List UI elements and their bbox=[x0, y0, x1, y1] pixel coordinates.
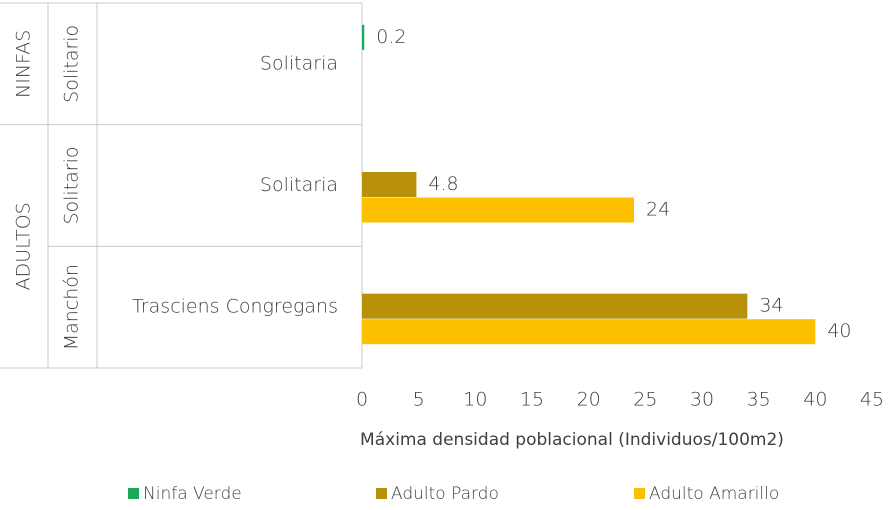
bar bbox=[362, 24, 365, 50]
x-tick-label: 15 bbox=[520, 389, 544, 411]
x-tick-label: 10 bbox=[463, 389, 487, 411]
bar bbox=[362, 172, 417, 197]
category-label: Solitaria bbox=[260, 52, 338, 74]
x-tick-label: 0 bbox=[356, 389, 368, 411]
category-label: Solitaria bbox=[260, 174, 338, 196]
value-label: 24 bbox=[646, 199, 670, 221]
value-label: 34 bbox=[759, 295, 783, 317]
legend-swatch bbox=[634, 488, 645, 499]
legend-swatch bbox=[376, 488, 387, 499]
value-label: 4.8 bbox=[428, 173, 458, 195]
group-label: NINFAS bbox=[13, 30, 35, 98]
x-axis-title: Máxima densidad poblacional (Individuos/… bbox=[360, 430, 784, 450]
legend-swatch bbox=[128, 488, 139, 499]
bar bbox=[362, 293, 748, 319]
x-tick-label: 45 bbox=[860, 389, 884, 411]
bar bbox=[362, 319, 816, 345]
subgroup-label: Manchón bbox=[61, 264, 83, 350]
x-tick-label: 25 bbox=[633, 389, 657, 411]
value-label: 40 bbox=[827, 320, 851, 342]
bar bbox=[362, 197, 634, 223]
subgroup-label: Solitario bbox=[61, 146, 83, 224]
legend-label: Ninfa Verde bbox=[143, 484, 242, 504]
category-label: Trasciens Congregans bbox=[132, 296, 338, 318]
x-tick-label: 30 bbox=[690, 389, 714, 411]
legend-label: Adulto Amarillo bbox=[649, 484, 779, 504]
group-label: ADULTOS bbox=[13, 202, 35, 290]
x-tick-label: 20 bbox=[577, 389, 601, 411]
legend-label: Adulto Pardo bbox=[391, 484, 499, 504]
subgroup-label: Solitario bbox=[61, 25, 83, 103]
value-label: 0.2 bbox=[376, 26, 406, 48]
x-tick-label: 40 bbox=[803, 389, 827, 411]
x-tick-label: 5 bbox=[413, 389, 425, 411]
x-tick-label: 35 bbox=[747, 389, 771, 411]
